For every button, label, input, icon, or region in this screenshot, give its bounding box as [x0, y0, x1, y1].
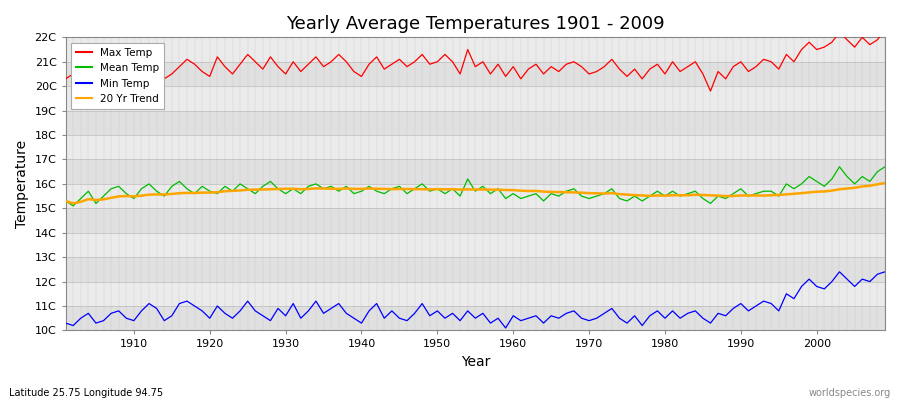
Bar [66, 306, 885, 330]
Bar [66, 135, 885, 160]
Bar [66, 208, 885, 233]
Bar [66, 62, 885, 86]
Title: Yearly Average Temperatures 1901 - 2009: Yearly Average Temperatures 1901 - 2009 [286, 15, 664, 33]
Legend: Max Temp, Mean Temp, Min Temp, 20 Yr Trend: Max Temp, Mean Temp, Min Temp, 20 Yr Tre… [71, 42, 165, 110]
Bar [66, 233, 885, 257]
Bar [66, 111, 885, 135]
Text: worldspecies.org: worldspecies.org [809, 388, 891, 398]
Bar [66, 86, 885, 111]
Text: Latitude 25.75 Longitude 94.75: Latitude 25.75 Longitude 94.75 [9, 388, 163, 398]
Bar [66, 37, 885, 62]
Bar [66, 257, 885, 282]
X-axis label: Year: Year [461, 355, 490, 369]
Y-axis label: Temperature: Temperature [15, 140, 29, 228]
Bar [66, 160, 885, 184]
Bar [66, 282, 885, 306]
Bar [66, 184, 885, 208]
